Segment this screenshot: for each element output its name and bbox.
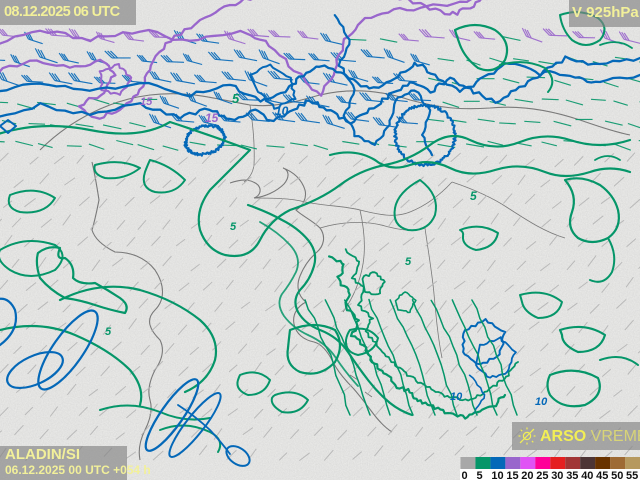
svg-text:35: 35 bbox=[566, 470, 578, 480]
svg-text:5: 5 bbox=[477, 470, 483, 480]
svg-text:0: 0 bbox=[462, 470, 468, 480]
svg-text:15: 15 bbox=[506, 470, 518, 480]
svg-text:40: 40 bbox=[581, 470, 593, 480]
svg-text:55: 55 bbox=[626, 470, 638, 480]
svg-text:10: 10 bbox=[491, 470, 503, 480]
svg-text:20: 20 bbox=[521, 470, 533, 480]
svg-text:30: 30 bbox=[551, 470, 563, 480]
svg-text:25: 25 bbox=[536, 470, 548, 480]
svg-text:45: 45 bbox=[596, 470, 608, 480]
svg-text:50: 50 bbox=[611, 470, 623, 480]
